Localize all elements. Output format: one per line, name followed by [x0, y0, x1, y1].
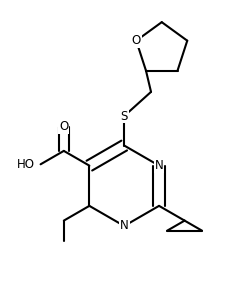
Text: O: O	[59, 120, 68, 133]
Text: N: N	[120, 220, 129, 232]
Text: S: S	[121, 110, 128, 123]
Text: HO: HO	[17, 158, 35, 171]
Text: O: O	[132, 34, 141, 47]
Text: N: N	[155, 159, 163, 172]
